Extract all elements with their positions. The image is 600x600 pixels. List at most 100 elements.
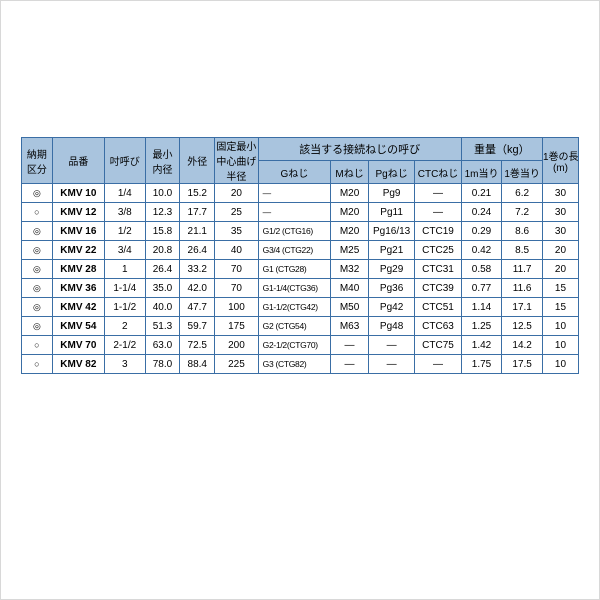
cell-nk: ○ bbox=[22, 355, 53, 374]
cell-bend: 225 bbox=[215, 355, 259, 374]
spec-table-wrapper: 納期区分 品番 吋呼び 最小内径 外径 固定最小中心曲げ半径 該当する接続ねじの… bbox=[21, 137, 579, 374]
hdr-od: 外径 bbox=[180, 138, 215, 184]
cell-wm: 0.58 bbox=[461, 260, 502, 279]
table-row: ◎KMV 54251.359.7175G2 (CTG54)M63Pg48CTC6… bbox=[22, 317, 579, 336]
cell-len: 30 bbox=[542, 184, 578, 203]
cell-len: 10 bbox=[542, 336, 578, 355]
hdr-length: 1巻の長さ(m) bbox=[542, 138, 578, 184]
table-row: ◎KMV 223/420.826.440G3/4 (CTG22)M25Pg21C… bbox=[22, 241, 579, 260]
cell-bend: 70 bbox=[215, 260, 259, 279]
hdr-bend: 固定最小中心曲げ半径 bbox=[215, 138, 259, 184]
cell-pn: KMV 10 bbox=[52, 184, 104, 203]
cell-ctc: CTC51 bbox=[415, 298, 461, 317]
cell-nk: ○ bbox=[22, 336, 53, 355]
cell-pg: Pg16/13 bbox=[368, 222, 414, 241]
cell-wr: 17.1 bbox=[502, 298, 543, 317]
cell-wm: 1.25 bbox=[461, 317, 502, 336]
cell-id: 10.0 bbox=[145, 184, 180, 203]
cell-wm: 1.75 bbox=[461, 355, 502, 374]
cell-pn: KMV 28 bbox=[52, 260, 104, 279]
cell-inch: 2-1/2 bbox=[104, 336, 145, 355]
cell-g: G1-1/4(CTG36) bbox=[258, 279, 331, 298]
cell-wr: 7.2 bbox=[502, 203, 543, 222]
cell-od: 26.4 bbox=[180, 241, 215, 260]
cell-wr: 12.5 bbox=[502, 317, 543, 336]
cell-inch: 1-1/2 bbox=[104, 298, 145, 317]
cell-inch: 1/4 bbox=[104, 184, 145, 203]
cell-g: G3 (CTG82) bbox=[258, 355, 331, 374]
cell-ctc: — bbox=[415, 355, 461, 374]
cell-nk: ◎ bbox=[22, 317, 53, 336]
hdr-g: Gねじ bbox=[258, 161, 331, 184]
cell-m: — bbox=[331, 355, 369, 374]
cell-inch: 3/8 bbox=[104, 203, 145, 222]
cell-od: 21.1 bbox=[180, 222, 215, 241]
cell-pn: KMV 54 bbox=[52, 317, 104, 336]
cell-len: 15 bbox=[542, 298, 578, 317]
cell-id: 63.0 bbox=[145, 336, 180, 355]
hdr-partno: 品番 bbox=[52, 138, 104, 184]
cell-wm: 1.42 bbox=[461, 336, 502, 355]
cell-pn: KMV 12 bbox=[52, 203, 104, 222]
spec-table: 納期区分 品番 吋呼び 最小内径 外径 固定最小中心曲げ半径 該当する接続ねじの… bbox=[21, 137, 579, 374]
cell-wr: 8.6 bbox=[502, 222, 543, 241]
cell-ctc: CTC19 bbox=[415, 222, 461, 241]
hdr-id: 最小内径 bbox=[145, 138, 180, 184]
cell-m: M63 bbox=[331, 317, 369, 336]
cell-g: G2 (CTG54) bbox=[258, 317, 331, 336]
table-row: ◎KMV 361-1/435.042.070G1-1/4(CTG36)M40Pg… bbox=[22, 279, 579, 298]
cell-bend: 175 bbox=[215, 317, 259, 336]
cell-g: G1 (CTG28) bbox=[258, 260, 331, 279]
cell-inch: 2 bbox=[104, 317, 145, 336]
cell-g: G1/2 (CTG16) bbox=[258, 222, 331, 241]
cell-wr: 11.7 bbox=[502, 260, 543, 279]
cell-wr: 6.2 bbox=[502, 184, 543, 203]
cell-len: 10 bbox=[542, 317, 578, 336]
cell-m: — bbox=[331, 336, 369, 355]
hdr-m: Mねじ bbox=[331, 161, 369, 184]
cell-ctc: CTC63 bbox=[415, 317, 461, 336]
cell-nk: ◎ bbox=[22, 241, 53, 260]
cell-ctc: — bbox=[415, 203, 461, 222]
cell-len: 20 bbox=[542, 241, 578, 260]
cell-wm: 0.42 bbox=[461, 241, 502, 260]
cell-bend: 40 bbox=[215, 241, 259, 260]
table-header: 納期区分 品番 吋呼び 最小内径 外径 固定最小中心曲げ半径 該当する接続ねじの… bbox=[22, 138, 579, 184]
cell-pg: — bbox=[368, 336, 414, 355]
cell-id: 26.4 bbox=[145, 260, 180, 279]
cell-len: 20 bbox=[542, 260, 578, 279]
cell-wr: 11.6 bbox=[502, 279, 543, 298]
cell-bend: 100 bbox=[215, 298, 259, 317]
hdr-delivery: 納期区分 bbox=[22, 138, 53, 184]
cell-bend: 25 bbox=[215, 203, 259, 222]
cell-inch: 1-1/4 bbox=[104, 279, 145, 298]
cell-nk: ◎ bbox=[22, 222, 53, 241]
cell-pn: KMV 22 bbox=[52, 241, 104, 260]
hdr-thread-group: 該当する接続ねじの呼び bbox=[258, 138, 461, 161]
cell-od: 47.7 bbox=[180, 298, 215, 317]
cell-inch: 1/2 bbox=[104, 222, 145, 241]
hdr-per-roll: 1巻当り bbox=[502, 161, 543, 184]
cell-id: 12.3 bbox=[145, 203, 180, 222]
cell-pn: KMV 42 bbox=[52, 298, 104, 317]
cell-id: 40.0 bbox=[145, 298, 180, 317]
cell-nk: ◎ bbox=[22, 298, 53, 317]
cell-pn: KMV 82 bbox=[52, 355, 104, 374]
cell-nk: ◎ bbox=[22, 184, 53, 203]
cell-od: 15.2 bbox=[180, 184, 215, 203]
cell-wm: 0.21 bbox=[461, 184, 502, 203]
cell-od: 42.0 bbox=[180, 279, 215, 298]
cell-id: 78.0 bbox=[145, 355, 180, 374]
cell-g: G2-1/2(CTG70) bbox=[258, 336, 331, 355]
cell-pn: KMV 70 bbox=[52, 336, 104, 355]
cell-ctc: — bbox=[415, 184, 461, 203]
cell-pn: KMV 36 bbox=[52, 279, 104, 298]
cell-g: G3/4 (CTG22) bbox=[258, 241, 331, 260]
table-row: ○KMV 702-1/263.072.5200G2-1/2(CTG70)——CT… bbox=[22, 336, 579, 355]
cell-m: M50 bbox=[331, 298, 369, 317]
cell-g: G1-1/2(CTG42) bbox=[258, 298, 331, 317]
cell-wm: 0.24 bbox=[461, 203, 502, 222]
cell-len: 30 bbox=[542, 203, 578, 222]
cell-g: — bbox=[258, 184, 331, 203]
hdr-weight-group: 重量（kg） bbox=[461, 138, 542, 161]
